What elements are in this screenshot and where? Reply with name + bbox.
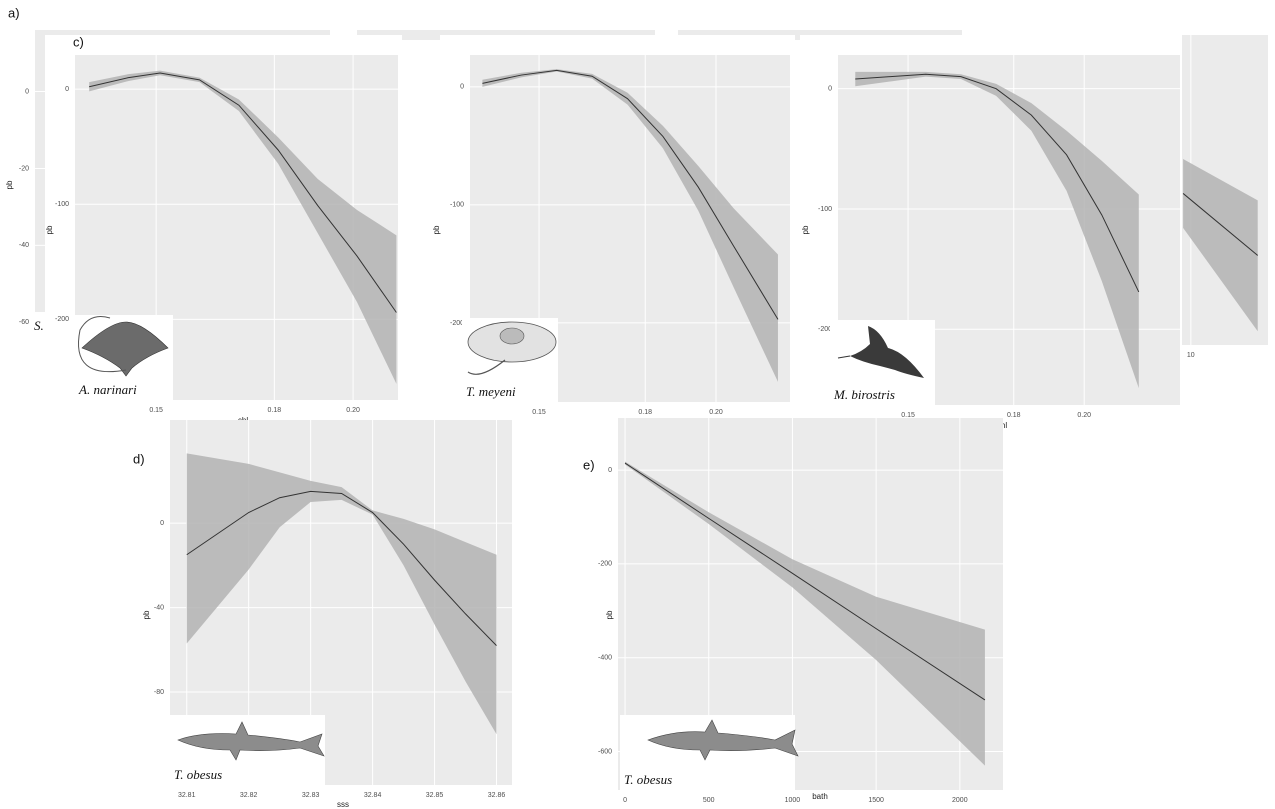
x-tick-label: 0.18 (638, 409, 652, 416)
y-tick-label: -100 (450, 202, 464, 209)
species-name: M. birostris (833, 387, 895, 402)
y-axis-label: pb (605, 610, 614, 619)
y-tick-label: 0 (460, 84, 464, 91)
x-tick-label: 32.81 (178, 792, 196, 799)
y-tick-label: -200 (598, 561, 612, 568)
y-tick-label: 0 (160, 520, 164, 527)
species-name: T. obesus (624, 772, 672, 787)
panel-label: d) (133, 451, 145, 466)
x-tick-label: 0.20 (709, 409, 723, 416)
y-axis-label: pb (432, 225, 441, 234)
x-tick-label: 500 (703, 797, 715, 804)
species-name: S. (34, 318, 44, 333)
x-tick-label: 32.85 (426, 792, 444, 799)
x-tick-label: 0.20 (1077, 412, 1091, 419)
species-name: A. narinari (78, 382, 137, 397)
y-tick-label: 0 (608, 467, 612, 474)
y-tick-label: -200 (450, 320, 464, 327)
x-tick-label: 0 (623, 797, 627, 804)
x-tick-label: 0.18 (268, 407, 282, 414)
y-axis-label: pb (142, 610, 151, 619)
y-tick-label: -600 (598, 748, 612, 755)
y-tick-label: -100 (818, 206, 832, 213)
x-tick-label: 10 (1187, 352, 1195, 359)
panel-label: e) (583, 457, 595, 472)
species-name: T. meyeni (466, 384, 516, 399)
chart: 0 -20 -40 -60 pb S. a) 10 0 -100 -200 0.15 0.18 0.20 p… (0, 0, 1275, 809)
y-axis-label: pb (801, 225, 810, 234)
figure: 0 -20 -40 -60 pb S. a) 10 0 -100 -200 0.15 0.18 0.20 p… (0, 0, 1275, 809)
x-tick-label: 0.15 (149, 407, 163, 414)
x-tick-label: 0.20 (346, 407, 360, 414)
x-tick-label: 32.86 (488, 792, 506, 799)
y-tick-label: -400 (598, 655, 612, 662)
x-tick-label: 0.15 (901, 412, 915, 419)
y-tick-label: -20 (19, 165, 29, 172)
y-tick-label: -200 (55, 316, 69, 323)
y-axis-label: pb (45, 225, 54, 234)
x-tick-label: 32.84 (364, 792, 382, 799)
x-tick-label: 32.82 (240, 792, 258, 799)
y-tick-label: -200 (818, 326, 832, 333)
x-tick-label: 0.15 (532, 409, 546, 416)
x-tick-label: 1000 (785, 797, 801, 804)
y-axis-label: pb (5, 180, 14, 189)
y-tick-label: -40 (154, 604, 164, 611)
y-tick-label: 0 (828, 86, 832, 93)
x-tick-label: 2000 (952, 797, 968, 804)
y-tick-label: 0 (65, 86, 69, 93)
species-name: T. obesus (174, 767, 222, 782)
x-tick-label: 1500 (868, 797, 884, 804)
panel-label: c) (73, 34, 84, 49)
y-tick-label: -40 (19, 242, 29, 249)
y-tick-label: -100 (55, 201, 69, 208)
y-tick-label: -60 (19, 319, 29, 326)
x-axis-label: bath (812, 792, 828, 801)
panel-label: a) (8, 5, 20, 20)
x-axis-label: sss (337, 800, 349, 809)
y-tick-label: 0 (25, 88, 29, 95)
y-tick-label: -80 (154, 689, 164, 696)
x-tick-label: 0.18 (1007, 412, 1021, 419)
x-tick-label: 32.83 (302, 792, 320, 799)
